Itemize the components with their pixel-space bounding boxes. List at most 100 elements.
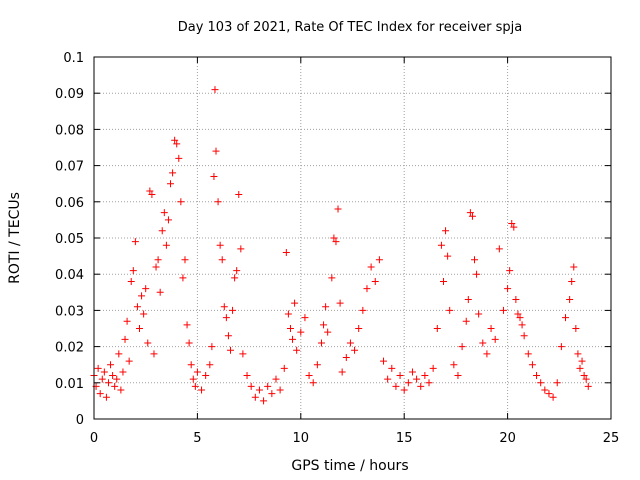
x-tick-label: 5: [193, 431, 201, 446]
data-point: [574, 350, 582, 358]
data-point: [167, 180, 175, 188]
data-point: [471, 256, 479, 264]
data-point: [568, 277, 576, 285]
data-point: [580, 372, 588, 380]
data-point: [444, 252, 452, 260]
data-point: [508, 220, 516, 228]
data-point: [233, 267, 241, 275]
data-point: [392, 382, 400, 390]
data-point: [576, 364, 584, 372]
y-tick-label: 0.03: [55, 304, 84, 319]
data-point: [173, 140, 181, 148]
data-point: [334, 205, 342, 213]
data-point: [115, 350, 123, 358]
data-point: [464, 296, 472, 304]
data-point: [342, 353, 350, 361]
data-point: [512, 296, 520, 304]
data-point: [247, 382, 255, 390]
data-point: [328, 274, 336, 282]
data-point: [96, 390, 104, 398]
data-point: [421, 372, 429, 380]
data-point: [160, 209, 168, 217]
data-point: [533, 372, 541, 380]
data-point: [518, 321, 526, 329]
data-point: [164, 216, 172, 224]
x-tick-label: 10: [293, 431, 310, 446]
data-point: [578, 357, 586, 365]
data-point: [291, 299, 299, 307]
data-point: [191, 382, 199, 390]
data-point: [117, 386, 125, 394]
data-point: [177, 198, 185, 206]
data-point: [446, 306, 454, 314]
data-point: [332, 238, 340, 246]
data-point: [211, 86, 219, 94]
y-tick-label: 0.06: [55, 196, 84, 211]
y-tick-label: 0.01: [55, 377, 84, 392]
data-point: [224, 332, 232, 340]
data-point: [570, 263, 578, 271]
data-point: [169, 169, 177, 177]
data-point: [330, 234, 338, 242]
data-point: [148, 191, 156, 199]
data-point: [516, 314, 524, 322]
data-point: [231, 274, 239, 282]
grid-lines: [94, 57, 611, 419]
data-point: [375, 256, 383, 264]
data-point: [433, 325, 441, 332]
data-point: [549, 393, 557, 401]
data-point: [475, 310, 483, 318]
data-point: [514, 310, 522, 318]
data-point: [272, 375, 280, 383]
data-point: [351, 346, 359, 354]
data-point: [193, 368, 201, 376]
data-point: [324, 328, 332, 336]
data-point: [276, 386, 284, 394]
data-point: [243, 372, 251, 380]
data-point: [289, 335, 297, 343]
data-point: [210, 172, 218, 180]
data-point: [214, 198, 222, 206]
data-point: [322, 303, 330, 311]
data-point: [562, 314, 570, 322]
data-point: [506, 267, 514, 275]
data-point: [483, 350, 491, 358]
x-axis-label: GPS time / hours: [291, 458, 408, 474]
data-point: [109, 372, 117, 380]
data-point: [363, 285, 371, 293]
data-point: [150, 350, 158, 358]
data-point: [510, 223, 518, 231]
data-point: [251, 393, 259, 401]
data-point: [198, 386, 206, 394]
data-point: [181, 256, 189, 264]
data-point: [237, 245, 245, 253]
data-point: [206, 361, 214, 369]
data-point: [367, 263, 375, 271]
axis-ticks: [93, 56, 612, 420]
data-point: [404, 379, 412, 387]
data-point: [171, 136, 179, 144]
data-point: [359, 306, 367, 314]
data-point: [384, 375, 392, 383]
data-point: [537, 379, 545, 387]
data-point: [286, 325, 294, 332]
data-point: [462, 317, 470, 325]
data-point: [113, 375, 121, 383]
data-point: [491, 335, 499, 343]
data-point: [229, 306, 237, 314]
data-point: [499, 306, 507, 314]
data-point: [94, 364, 102, 372]
data-point: [336, 299, 344, 307]
data-point: [297, 328, 305, 336]
data-point: [119, 368, 127, 376]
data-point: [140, 310, 148, 318]
data-point: [309, 379, 317, 387]
data-point: [111, 382, 119, 390]
data-point: [135, 325, 143, 332]
data-point: [520, 332, 528, 340]
data-point: [584, 382, 592, 390]
data-point: [566, 296, 574, 304]
data-point: [121, 335, 129, 343]
data-points: [90, 86, 592, 405]
y-axis-label: ROTI / TECUs: [7, 192, 23, 284]
